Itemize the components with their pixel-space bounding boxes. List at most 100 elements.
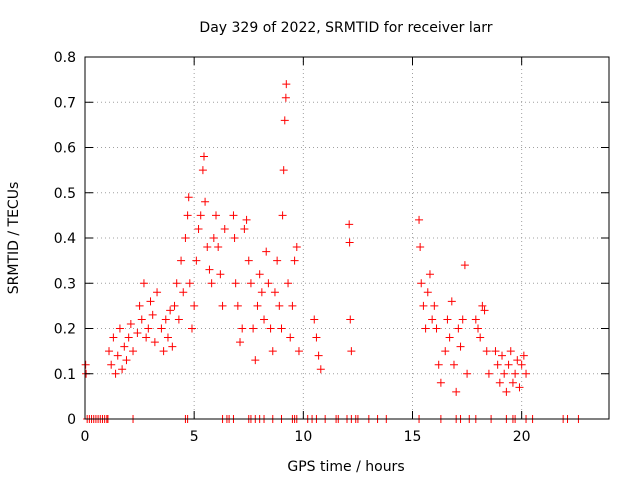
data-point: [513, 356, 522, 365]
data-point: [207, 279, 216, 288]
data-point: [203, 243, 212, 252]
data-point: [255, 270, 264, 279]
data-point: [508, 378, 517, 387]
data-point: [113, 351, 122, 360]
data-point: [129, 347, 138, 356]
data-point: [172, 279, 181, 288]
data-point: [201, 197, 210, 206]
data-point: [190, 301, 199, 310]
data-point: [416, 243, 425, 252]
data-point: [495, 378, 504, 387]
data-points: [81, 80, 583, 423]
data-point: [118, 365, 127, 374]
data-point: [449, 360, 458, 369]
data-point: [244, 256, 253, 265]
data-point: [284, 279, 293, 288]
data-point: [139, 279, 148, 288]
data-point: [436, 378, 445, 387]
data-point: [150, 338, 159, 347]
data-point: [137, 315, 146, 324]
data-point: [105, 347, 114, 356]
data-point: [120, 342, 129, 351]
data-point: [216, 270, 225, 279]
data-point: [251, 356, 260, 365]
data-point: [194, 224, 203, 233]
data-point: [428, 315, 437, 324]
data-point: [441, 347, 450, 356]
data-point: [491, 347, 500, 356]
data-point: [242, 215, 251, 224]
data-point: [246, 279, 255, 288]
data-point: [278, 211, 287, 220]
data-point: [146, 297, 155, 306]
data-point: [482, 347, 491, 356]
data-point: [345, 220, 354, 229]
data-point: [185, 279, 194, 288]
data-point: [111, 369, 120, 378]
data-point: [184, 193, 193, 202]
data-point: [212, 211, 220, 220]
data-point: [312, 333, 321, 342]
data-point: [476, 333, 485, 342]
data-point: [133, 329, 142, 338]
data-point: [478, 301, 487, 310]
data-point: [504, 360, 513, 369]
y-tick-label: 0.7: [54, 95, 76, 111]
x-tick-label: 10: [294, 429, 312, 445]
data-point: [292, 243, 301, 252]
x-axis-title: GPS time / hours: [287, 459, 404, 475]
data-point: [454, 324, 463, 333]
data-point: [502, 387, 511, 396]
data-point: [282, 80, 291, 89]
data-point: [257, 288, 266, 297]
data-point: [434, 360, 443, 369]
data-point: [262, 247, 271, 256]
data-point: [81, 360, 90, 369]
data-point: [500, 369, 509, 378]
data-point: [253, 301, 262, 310]
data-point: [463, 369, 472, 378]
data-point: [122, 356, 131, 365]
data-point: [280, 116, 289, 125]
data-point: [157, 324, 166, 333]
data-point: [294, 347, 303, 356]
data-point: [220, 224, 229, 233]
data-point: [135, 301, 144, 310]
data-point: [519, 351, 528, 360]
data-point: [153, 288, 162, 297]
y-tick-label: 0: [67, 412, 76, 428]
data-point: [423, 288, 432, 297]
data-point: [161, 315, 170, 324]
data-point: [447, 297, 456, 306]
data-point: [187, 324, 196, 333]
data-point: [498, 351, 507, 360]
y-tick-label: 0.4: [54, 231, 76, 247]
data-point: [430, 301, 439, 310]
data-point: [279, 166, 288, 175]
data-point: [417, 279, 426, 288]
data-point: [288, 301, 297, 310]
data-point: [196, 211, 205, 220]
chart-title: Day 329 of 2022, SRMTID for receiver lar…: [199, 20, 492, 36]
data-point: [268, 347, 277, 356]
data-point: [474, 324, 482, 333]
data-point: [126, 319, 135, 328]
data-point: [522, 369, 531, 378]
grid: [85, 57, 609, 419]
data-point: [460, 261, 469, 270]
data-point: [443, 315, 452, 324]
data-point: [214, 243, 223, 252]
data-point: [107, 360, 116, 369]
data-point: [421, 324, 430, 333]
data-point: [142, 333, 151, 342]
x-tick-label: 20: [513, 429, 531, 445]
data-point: [484, 369, 493, 378]
data-point: [144, 324, 153, 333]
data-point: [493, 360, 502, 369]
data-point: [198, 166, 207, 175]
data-point: [445, 333, 454, 342]
data-point: [183, 211, 192, 220]
data-point: [480, 306, 489, 315]
